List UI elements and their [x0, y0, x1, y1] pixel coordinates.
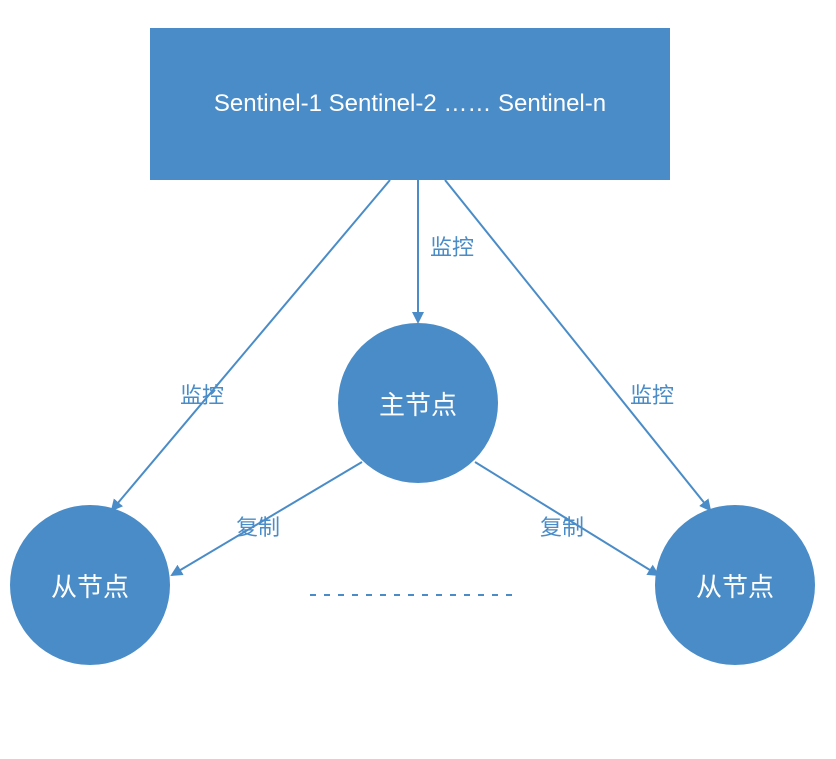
slave-node-right-label: 从节点 [696, 567, 774, 604]
edge-label-monitor-left: 监控 [180, 378, 224, 410]
sentinel-box: Sentinel-1 Sentinel-2 …… Sentinel-n [150, 28, 670, 180]
master-node-label: 主节点 [379, 385, 457, 422]
edge-label-monitor-right: 监控 [630, 378, 674, 410]
edge-label-replicate-left: 复制 [236, 510, 280, 542]
diagram-canvas: Sentinel-1 Sentinel-2 …… Sentinel-n 主节点 … [0, 0, 836, 759]
slave-node-right: 从节点 [655, 505, 815, 665]
slave-node-left: 从节点 [10, 505, 170, 665]
edge-label-replicate-right: 复制 [540, 510, 584, 542]
slave-node-left-label: 从节点 [51, 567, 129, 604]
master-node: 主节点 [338, 323, 498, 483]
edge-label-monitor-center: 监控 [430, 230, 474, 262]
sentinel-box-text: Sentinel-1 Sentinel-2 …… Sentinel-n [214, 90, 606, 118]
